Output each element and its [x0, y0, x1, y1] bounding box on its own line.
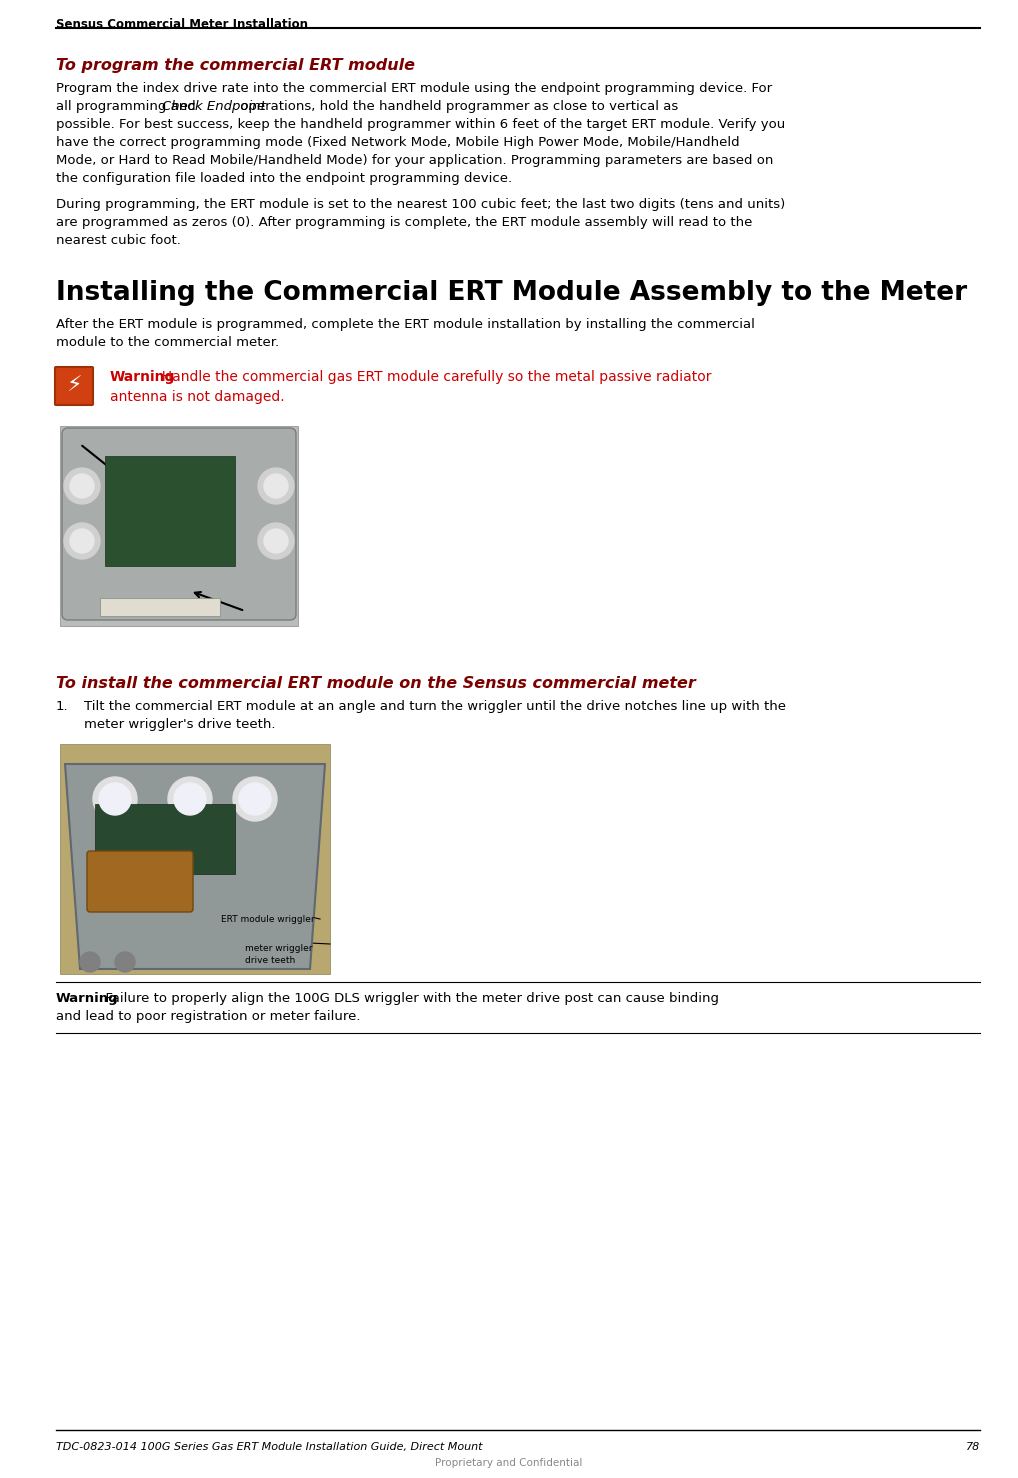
- FancyBboxPatch shape: [87, 851, 193, 912]
- Circle shape: [70, 474, 94, 498]
- Text: 78: 78: [966, 1443, 980, 1451]
- Circle shape: [258, 523, 294, 559]
- Circle shape: [80, 952, 100, 973]
- Circle shape: [64, 523, 100, 559]
- Text: operations, hold the handheld programmer as close to vertical as: operations, hold the handheld programmer…: [235, 101, 678, 112]
- Text: Failure to properly align the 100G DLS wriggler with the meter drive post can ca: Failure to properly align the 100G DLS w…: [97, 992, 719, 1005]
- Text: have the correct programming mode (Fixed Network Mode, Mobile High Power Mode, M: have the correct programming mode (Fixed…: [56, 136, 740, 149]
- Circle shape: [239, 783, 271, 814]
- Text: Warning: Warning: [110, 370, 175, 384]
- Circle shape: [64, 469, 100, 504]
- Text: Warning: Warning: [56, 992, 119, 1005]
- Text: meter wriggler: meter wriggler: [245, 944, 313, 953]
- FancyBboxPatch shape: [60, 426, 298, 627]
- Text: Check Endpoint: Check Endpoint: [162, 101, 266, 112]
- Text: drive teeth: drive teeth: [245, 956, 295, 965]
- Circle shape: [115, 952, 135, 973]
- FancyBboxPatch shape: [100, 599, 220, 616]
- Text: Mode, or Hard to Read Mobile/Handheld Mode) for your application. Programming pa: Mode, or Hard to Read Mobile/Handheld Mo…: [56, 154, 774, 167]
- Text: To install the commercial ERT module on the Sensus commercial meter: To install the commercial ERT module on …: [56, 675, 695, 692]
- Circle shape: [264, 474, 288, 498]
- Circle shape: [174, 783, 206, 814]
- Text: all programming and: all programming and: [56, 101, 200, 112]
- Circle shape: [99, 783, 131, 814]
- Text: Tilt the commercial ERT module at an angle and turn the wriggler until the drive: Tilt the commercial ERT module at an ang…: [84, 701, 786, 712]
- Text: ERT module wriggler: ERT module wriggler: [221, 915, 315, 924]
- Text: are programmed as zeros (0). After programming is complete, the ERT module assem: are programmed as zeros (0). After progr…: [56, 216, 752, 229]
- Text: TDC-0823-014 100G Series Gas ERT Module Installation Guide, Direct Mount: TDC-0823-014 100G Series Gas ERT Module …: [56, 1443, 483, 1451]
- Text: Proprietary and Confidential: Proprietary and Confidential: [436, 1457, 582, 1468]
- FancyBboxPatch shape: [62, 429, 296, 619]
- Circle shape: [168, 777, 212, 820]
- Text: nearest cubic foot.: nearest cubic foot.: [56, 234, 181, 247]
- Text: the configuration file loaded into the endpoint programming device.: the configuration file loaded into the e…: [56, 171, 512, 185]
- FancyBboxPatch shape: [60, 743, 330, 974]
- Text: and lead to poor registration or meter failure.: and lead to poor registration or meter f…: [56, 1009, 360, 1023]
- FancyBboxPatch shape: [95, 804, 235, 873]
- FancyBboxPatch shape: [55, 367, 93, 405]
- Text: antenna is not damaged.: antenna is not damaged.: [110, 390, 285, 403]
- Circle shape: [264, 529, 288, 553]
- Text: ⚡: ⚡: [66, 375, 81, 396]
- Circle shape: [70, 529, 94, 553]
- Circle shape: [258, 469, 294, 504]
- Text: meter wriggler's drive teeth.: meter wriggler's drive teeth.: [84, 718, 276, 732]
- Text: module to the commercial meter.: module to the commercial meter.: [56, 336, 279, 349]
- Text: After the ERT module is programmed, complete the ERT module installation by inst: After the ERT module is programmed, comp…: [56, 318, 755, 331]
- Text: Installing the Commercial ERT Module Assembly to the Meter: Installing the Commercial ERT Module Ass…: [56, 279, 967, 306]
- Text: Handle the commercial gas ERT module carefully so the metal passive radiator: Handle the commercial gas ERT module car…: [154, 370, 712, 384]
- FancyBboxPatch shape: [105, 457, 235, 566]
- Polygon shape: [65, 764, 325, 970]
- Circle shape: [93, 777, 137, 820]
- Text: possible. For best success, keep the handheld programmer within 6 feet of the ta: possible. For best success, keep the han…: [56, 118, 785, 132]
- Text: 1.: 1.: [56, 701, 68, 712]
- Text: Program the index drive rate into the commercial ERT module using the endpoint p: Program the index drive rate into the co…: [56, 81, 772, 95]
- Text: Sensus Commercial Meter Installation: Sensus Commercial Meter Installation: [56, 18, 308, 31]
- Circle shape: [233, 777, 277, 820]
- Text: To program the commercial ERT module: To program the commercial ERT module: [56, 58, 415, 72]
- Text: During programming, the ERT module is set to the nearest 100 cubic feet; the las: During programming, the ERT module is se…: [56, 198, 785, 211]
